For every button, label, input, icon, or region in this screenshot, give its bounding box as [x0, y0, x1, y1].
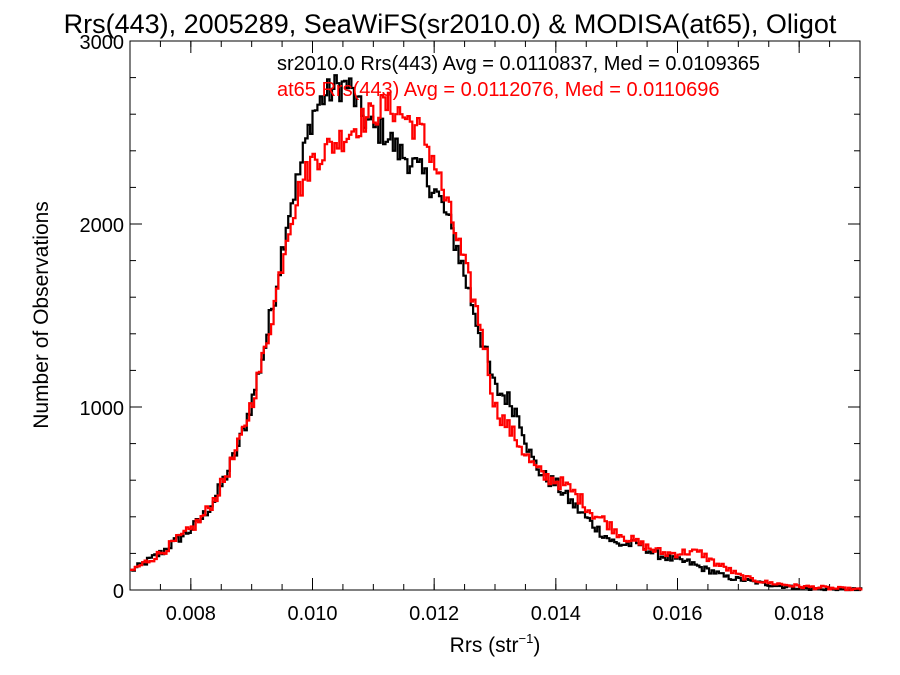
y-tick-label: 2000 — [80, 215, 125, 237]
y-tick-label: 3000 — [80, 32, 125, 54]
x-tick-label: 0.018 — [774, 603, 824, 625]
plot-frame — [129, 40, 861, 591]
x-tick-label: 0.012 — [409, 603, 459, 625]
series-at65-line — [130, 91, 863, 592]
axis-ticks: 0.008 0.010 0.012 0.014 0.016 0.018 0 1000 2000 3… — [80, 32, 861, 625]
legend: sr2010.0 Rrs(443) Avg = 0.0110837, Med =… — [277, 53, 760, 101]
series-layer — [130, 74, 863, 592]
chart-title: Rrs(443), 2005289, SeaWiFS(sr2010.0) & M… — [64, 9, 837, 39]
x-axis-label: Rrs (str−1) — [450, 631, 541, 657]
x-tick-label: 0.016 — [652, 603, 702, 625]
legend-entry-sr2010: sr2010.0 Rrs(443) Avg = 0.0110837, Med =… — [277, 53, 760, 75]
y-axis-label: Number of Observations — [30, 201, 53, 429]
x-axis-label-close: ) — [533, 634, 540, 657]
x-tick-label: 0.010 — [287, 603, 337, 625]
x-tick-label: 0.014 — [531, 603, 581, 625]
legend-entry-at65: at65 Rrs(443) Avg = 0.0112076, Med = 0.0… — [277, 79, 720, 101]
plot-area — [129, 40, 861, 591]
y-tick-label: 0 — [113, 581, 124, 603]
x-axis-label-main: Rrs (str — [450, 634, 519, 657]
y-tick-label: 1000 — [80, 398, 125, 420]
series-sr2010-line — [130, 74, 863, 592]
x-tick-label: 0.008 — [166, 603, 216, 625]
x-axis-label-sup: −1 — [519, 631, 534, 646]
